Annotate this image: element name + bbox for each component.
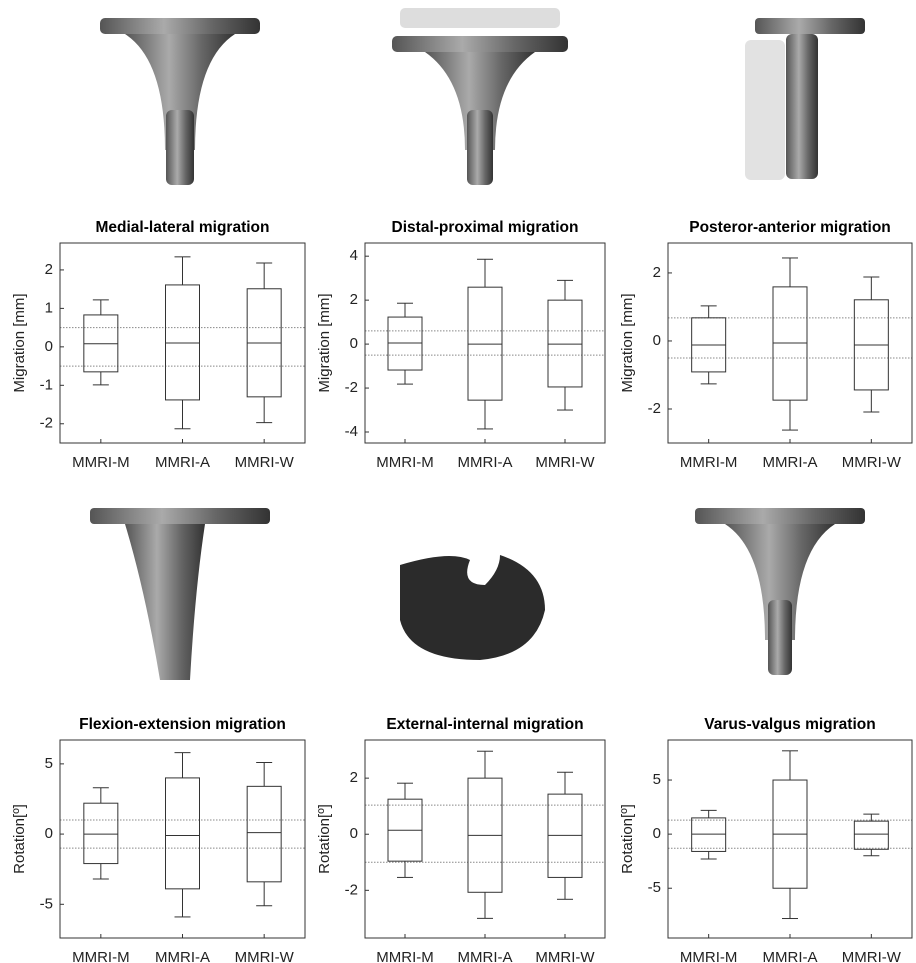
x-tick-label: MMRI-M <box>376 949 433 963</box>
x-tick-label: MMRI-A <box>763 454 818 471</box>
y-tick-label: 0 <box>350 335 358 352</box>
x-tick-label: MMRI-W <box>235 454 295 471</box>
implant-images <box>90 8 865 680</box>
y-axis-label: Migration [mm] <box>11 293 28 392</box>
x-tick-label: MMRI-A <box>155 454 210 471</box>
y-tick-label: -4 <box>345 423 358 440</box>
chart-title: External-internal migration <box>386 716 583 733</box>
y-axis-label: Rotation[º] <box>619 804 636 874</box>
x-tick-label: MMRI-W <box>535 454 595 471</box>
plot-frame <box>667 242 913 444</box>
x-tick-label: MMRI-M <box>680 949 737 963</box>
x-tick-label: MMRI-M <box>376 454 433 471</box>
y-axis-label: Migration [mm] <box>619 293 636 392</box>
box <box>165 284 200 401</box>
box <box>547 299 583 388</box>
y-tick-label: -2 <box>40 415 53 432</box>
y-axis-label: Rotation[º] <box>316 804 333 874</box>
implant-view <box>745 18 865 180</box>
y-tick-label: -5 <box>648 879 661 896</box>
insert-view <box>400 555 545 660</box>
y-tick-label: 0 <box>653 332 661 349</box>
y-tick-label: 0 <box>45 338 53 355</box>
x-tick-label: MMRI-M <box>72 454 129 471</box>
x-tick-label: MMRI-W <box>842 949 902 963</box>
chart-title: Flexion-extension migration <box>79 716 286 733</box>
x-tick-label: MMRI-A <box>763 949 818 963</box>
y-axis-label: Migration [mm] <box>316 293 333 392</box>
y-tick-label: -2 <box>648 400 661 417</box>
plot-frame <box>667 739 913 939</box>
chart-title: Varus-valgus migration <box>704 716 875 733</box>
y-tick-label: 4 <box>350 247 358 264</box>
y-tick-label: 2 <box>653 264 661 281</box>
y-tick-label: -2 <box>345 881 358 898</box>
y-tick-label: 0 <box>350 825 358 842</box>
y-tick-label: -1 <box>40 376 53 393</box>
plot-frame <box>364 739 606 939</box>
implant-view <box>392 8 568 185</box>
chart-title: Medial-lateral migration <box>96 219 270 236</box>
x-tick-label: MMRI-W <box>535 949 595 963</box>
plot-frame <box>59 242 306 444</box>
plot-frame <box>59 739 306 939</box>
y-tick-label: 0 <box>653 825 661 842</box>
y-tick-label: 5 <box>653 771 661 788</box>
y-tick-label: 2 <box>350 291 358 308</box>
y-tick-label: 0 <box>45 825 53 842</box>
y-tick-label: -5 <box>40 895 53 912</box>
x-tick-label: MMRI-A <box>458 949 513 963</box>
y-tick-label: 2 <box>350 769 358 786</box>
box <box>83 802 119 865</box>
implant-view <box>100 18 260 185</box>
box <box>853 820 889 850</box>
box <box>772 286 808 401</box>
plot-frame <box>364 242 606 444</box>
chart-title: Distal-proximal migration <box>392 219 579 236</box>
box <box>387 316 423 371</box>
y-tick-label: -2 <box>345 379 358 396</box>
box <box>246 785 282 883</box>
x-tick-label: MMRI-W <box>235 949 295 963</box>
y-tick-label: 2 <box>45 261 53 278</box>
box <box>165 777 200 890</box>
x-tick-label: MMRI-A <box>458 454 513 471</box>
x-tick-label: MMRI-M <box>72 949 129 963</box>
y-tick-label: 1 <box>45 299 53 316</box>
box <box>691 817 727 852</box>
implant-view <box>695 508 865 675</box>
x-tick-label: MMRI-W <box>842 454 902 471</box>
x-tick-label: MMRI-A <box>155 949 210 963</box>
x-tick-label: MMRI-M <box>680 454 737 471</box>
y-axis-label: Rotation[º] <box>11 804 28 874</box>
implant-view <box>90 508 270 680</box>
chart-title: Posteror-anterior migration <box>689 219 891 236</box>
y-tick-label: 5 <box>45 755 53 772</box>
